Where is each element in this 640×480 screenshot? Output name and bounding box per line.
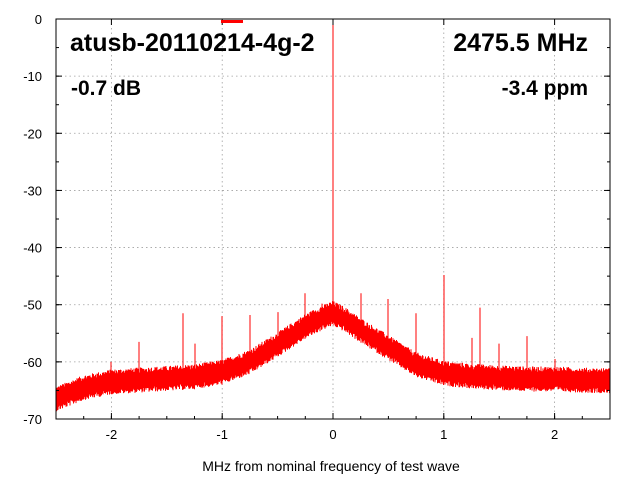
x-tick-label: 0 (329, 427, 336, 442)
x-tick-label: 2 (551, 427, 558, 442)
spectrum-series (55, 19, 611, 412)
device-label: atusb-20110214-4g-2 (70, 29, 315, 57)
x-tick-label: 1 (440, 427, 447, 442)
legend-swatch (221, 20, 243, 23)
y-tick-label: -10 (23, 69, 42, 84)
x-tick-label: -1 (216, 427, 228, 442)
x-tick-label: -2 (106, 427, 118, 442)
y-tick-label: -50 (23, 298, 42, 313)
y-tick-label: -30 (23, 183, 42, 198)
y-tick-label: 0 (35, 12, 42, 27)
y-tick-label: -70 (23, 412, 42, 427)
frequency-label: 2475.5 MHz (453, 29, 588, 57)
y-tick-label: -60 (23, 355, 42, 370)
x-axis-label: MHz from nominal frequency of test wave (202, 458, 460, 474)
offset-label: -3.4 ppm (502, 77, 588, 100)
level-label: -0.7 dB (71, 77, 141, 100)
y-tick-label: -40 (23, 241, 42, 256)
plot-frame (55, 18, 611, 420)
spectrum-trace (55, 19, 611, 412)
axis-ticks: -2 -1 0 1 20-10-20-30-40-50-60-70 (23, 12, 611, 442)
y-tick-label: -20 (23, 126, 42, 141)
